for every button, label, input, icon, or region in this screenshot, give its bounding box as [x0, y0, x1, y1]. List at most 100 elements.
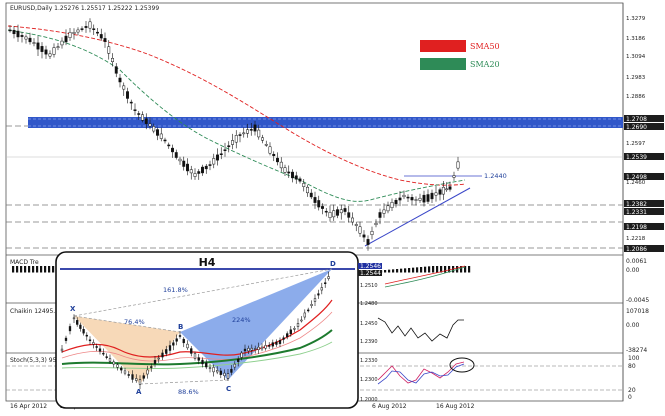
ratio-xa-label: 76.4%	[124, 318, 145, 326]
candle-body	[112, 361, 115, 365]
candle-body	[253, 124, 257, 132]
candle-body	[144, 118, 148, 124]
chaikin-scale-zero: 0.00	[626, 322, 640, 329]
candle-body	[279, 161, 283, 169]
candle-body	[324, 210, 328, 213]
candle-body	[309, 192, 313, 198]
macd-bar	[20, 266, 23, 273]
macd-bar	[428, 266, 431, 273]
candle-body	[141, 114, 144, 121]
candle-body	[219, 153, 223, 155]
candle-body	[92, 28, 96, 30]
candle-body	[172, 342, 175, 346]
price-tag: 1.2498	[626, 174, 647, 181]
candle-body	[226, 373, 230, 379]
price-label: 1.2460	[626, 180, 646, 186]
macd-bar	[52, 266, 55, 273]
stoch-scale-80: 80	[628, 363, 636, 370]
macd-bar	[384, 270, 387, 273]
candle-body	[129, 101, 133, 104]
candle-body	[272, 153, 276, 157]
candle-body	[249, 129, 253, 131]
candle-body	[28, 37, 32, 43]
macd-bar	[408, 268, 411, 273]
candle-body	[216, 370, 219, 373]
candle-body	[317, 200, 321, 208]
candle-body	[430, 192, 434, 200]
candle-body	[317, 293, 320, 296]
candle-body	[82, 329, 85, 334]
stoch-scale-0: 0	[628, 394, 632, 401]
candle-body	[268, 146, 272, 154]
candle-body	[16, 30, 20, 38]
candle-body	[52, 47, 56, 55]
chaikin-scale-min: -38274	[626, 347, 647, 354]
date-label: 16 Apr 2012	[10, 403, 47, 410]
candle-body	[133, 109, 137, 111]
candle-body	[422, 194, 426, 203]
candle-body	[320, 287, 323, 291]
candle-body	[298, 178, 302, 182]
candle-body	[20, 35, 24, 37]
candle-body	[79, 324, 82, 329]
candle-body	[278, 340, 282, 344]
candle-body	[153, 360, 157, 364]
candle-body	[219, 370, 222, 375]
candle-body	[64, 35, 68, 43]
candle-body	[212, 367, 215, 373]
candle-body	[152, 126, 156, 132]
candle-body	[208, 367, 212, 369]
candle-body	[240, 352, 243, 358]
candle-body	[243, 348, 247, 352]
candle-body	[289, 329, 292, 335]
candle-body	[193, 173, 197, 177]
resistance-zone	[28, 117, 623, 128]
macd-bar	[48, 266, 51, 273]
candle-body	[296, 323, 300, 327]
candle-body	[8, 29, 12, 32]
candle-body	[212, 158, 216, 165]
candle-body	[257, 346, 260, 350]
candle-body	[80, 28, 84, 30]
candle-body	[233, 363, 236, 368]
macd-bar	[36, 266, 39, 273]
candle-body	[418, 197, 422, 201]
macd-scale-zero: 0.00	[626, 267, 640, 274]
candle-body	[313, 197, 317, 203]
candle-body	[142, 375, 145, 379]
candle-body	[208, 164, 212, 166]
candle-body	[327, 276, 330, 279]
candle-body	[123, 370, 127, 374]
macd-bar	[424, 266, 427, 273]
sma20-legend-swatch	[420, 58, 466, 70]
candle-body	[68, 326, 72, 332]
candle-body	[238, 134, 242, 136]
macd-title: MACD Tre	[10, 259, 39, 266]
current-price-tag: 1.2539	[626, 154, 647, 161]
price-tag: 1.2690	[626, 124, 647, 131]
candle-body	[171, 147, 174, 153]
candle-body	[99, 34, 103, 39]
candle-body	[414, 199, 418, 201]
candle-body	[362, 234, 366, 238]
support-trendline	[364, 187, 471, 247]
macd-bar	[412, 267, 415, 273]
h4-inset-chart[interactable]: H4 1.2510 1.2480 1.2450 1.2390 1.2330 1.…	[55, 251, 382, 409]
candle-body	[197, 357, 200, 361]
stoch-scale-20: 20	[628, 387, 636, 394]
candle-body	[306, 186, 309, 194]
macd-bar	[460, 266, 463, 273]
candle-body	[291, 171, 294, 179]
candle-body	[88, 339, 92, 342]
sma50-line	[7, 25, 466, 186]
candle-body	[201, 359, 204, 365]
inset-price-label: 1.2300	[360, 377, 378, 383]
candle-body	[286, 333, 289, 338]
candle-body	[127, 374, 130, 376]
macd-bar	[24, 266, 27, 273]
inset-price-label: 1.2510	[360, 283, 378, 289]
candle-body	[190, 348, 193, 354]
candle-body	[146, 369, 149, 375]
candle-body	[398, 197, 402, 201]
